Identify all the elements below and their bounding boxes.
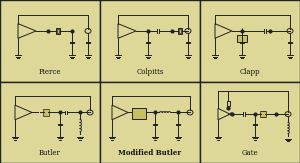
Bar bbox=[45, 111, 47, 114]
Text: Gate: Gate bbox=[242, 149, 258, 157]
Text: Colpitts: Colpitts bbox=[136, 68, 164, 76]
Bar bbox=[178, 28, 182, 34]
Bar bbox=[43, 109, 49, 116]
Text: Pierce: Pierce bbox=[39, 68, 61, 76]
Bar bbox=[260, 111, 266, 117]
Bar bbox=[237, 35, 247, 42]
Text: Modified Butler: Modified Butler bbox=[118, 149, 182, 157]
Bar bbox=[44, 110, 48, 115]
Bar bbox=[262, 112, 264, 116]
Bar bbox=[179, 29, 181, 33]
Text: Clapp: Clapp bbox=[240, 68, 260, 76]
Bar bbox=[261, 111, 265, 117]
Bar bbox=[132, 108, 146, 119]
Text: Butler: Butler bbox=[39, 149, 61, 157]
Bar bbox=[57, 29, 59, 33]
Bar bbox=[226, 101, 230, 106]
Bar bbox=[56, 28, 60, 34]
